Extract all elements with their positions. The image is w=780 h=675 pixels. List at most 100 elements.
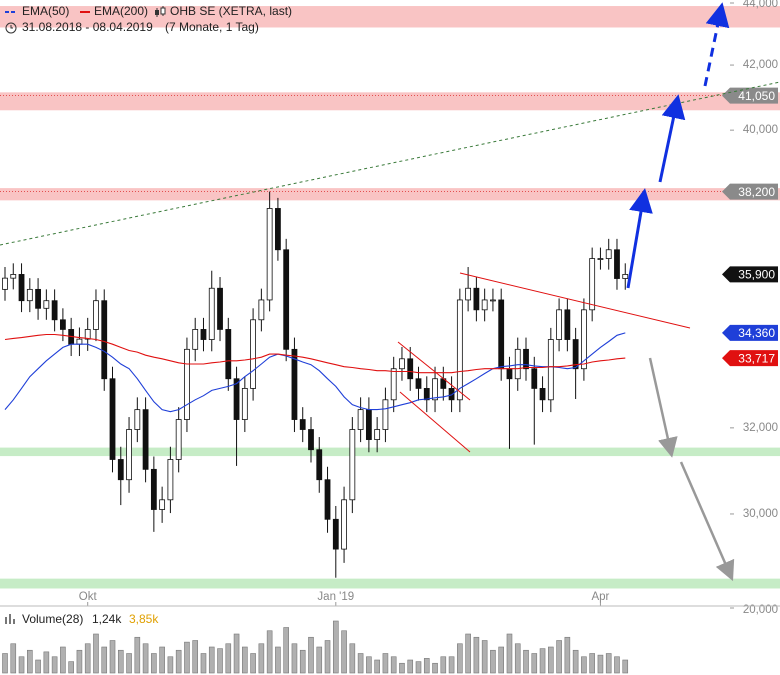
- volume-average: 1,24k: [92, 612, 122, 626]
- volume-tick-label: 20,000: [743, 604, 778, 616]
- candle-body: [101, 300, 108, 380]
- volume-bar: [283, 627, 289, 674]
- volume-bar: [481, 640, 488, 674]
- candle-body: [84, 329, 91, 340]
- candle-body: [390, 368, 397, 401]
- y-tick-label: 32,000: [743, 422, 778, 434]
- volume-bar: [440, 656, 447, 674]
- x-tick-label: Jan '19: [317, 591, 354, 603]
- volume-bar: [548, 646, 554, 674]
- candle-body: [490, 299, 496, 302]
- volume-bar: [200, 653, 207, 674]
- volume-bar: [184, 641, 190, 674]
- marks-layer: 20,000: [0, 87, 778, 674]
- volume-bar: [175, 649, 182, 674]
- volume-bar: [349, 643, 356, 674]
- volume-bar: [465, 633, 471, 674]
- volume-bar: [622, 659, 629, 674]
- volume-bar: [275, 646, 281, 674]
- background-layer: 44,000 42,000 40,000 32,000 30,000 Okt Jan '19…: [0, 0, 780, 606]
- candle-body: [76, 338, 83, 345]
- date-range: 31.08.2018 - 08.04.2019: [22, 20, 153, 34]
- legend-label: EMA(50): [22, 4, 69, 18]
- volume-bar: [51, 656, 58, 674]
- candle-body: [109, 378, 116, 460]
- candle-body: [192, 329, 199, 350]
- candle-body: [150, 468, 157, 510]
- volume-bar: [308, 636, 314, 674]
- volume-bar: [498, 646, 505, 674]
- volume-bar: [84, 643, 91, 674]
- volume-bar: [225, 643, 232, 674]
- candle-body: [589, 258, 596, 311]
- candle-body: [2, 277, 8, 290]
- volume-bar: [457, 643, 463, 674]
- candle-body: [506, 368, 513, 380]
- candle-body: [134, 409, 141, 430]
- volume-icon: [9, 614, 11, 624]
- volume-bar: [217, 648, 223, 674]
- volume-bar: [514, 643, 521, 674]
- volume-bar: [43, 651, 50, 674]
- volume-bar: [35, 659, 41, 674]
- clock-icon: [10, 25, 13, 29]
- volume-bar: [490, 649, 496, 674]
- volume-title: Volume(28): [22, 612, 83, 626]
- volume-bar: [390, 656, 397, 674]
- volume-bar: [539, 648, 546, 674]
- volume-bar: [258, 643, 265, 674]
- candle-body: [126, 429, 132, 481]
- ema-line: [4, 332, 626, 413]
- volume-bar: [93, 633, 99, 674]
- price-label-box: [722, 350, 778, 367]
- volume-last: 3,85k: [129, 612, 159, 626]
- volume-bar: [76, 649, 83, 674]
- candle-body: [539, 388, 546, 401]
- candle-body: [258, 299, 265, 321]
- candle-body: [200, 329, 207, 340]
- price-label: 41,050: [738, 89, 775, 103]
- candle-body: [456, 299, 463, 401]
- volume-bar: [423, 658, 430, 674]
- arrow: [648, 357, 678, 458]
- candle-body: [374, 429, 381, 440]
- candle-body: [316, 449, 323, 481]
- price-label-box: [722, 266, 778, 283]
- candle-body: [10, 274, 17, 279]
- ema-line: [4, 333, 626, 374]
- volume-icon: [5, 617, 7, 624]
- candle-body: [167, 459, 174, 501]
- volume-legend: Volume(28) 1,24k 3,85k: [5, 612, 159, 626]
- candle-body: [117, 459, 124, 481]
- candle-body: [581, 309, 587, 370]
- candle-body: [622, 274, 629, 279]
- candle-body: [159, 499, 166, 510]
- volume-bar: [572, 649, 579, 674]
- volume-bar: [2, 653, 8, 674]
- volume-bar: [233, 633, 240, 674]
- zone: [0, 6, 780, 28]
- candle-body: [349, 429, 356, 501]
- price-label-box: [722, 324, 778, 341]
- volume-bar: [134, 636, 141, 674]
- volume-bar: [142, 643, 149, 674]
- candle-body: [572, 339, 579, 370]
- candle-body: [225, 329, 232, 380]
- arrow: [658, 94, 686, 183]
- candle-body: [605, 249, 612, 259]
- zone: [0, 188, 780, 201]
- candle-body: [291, 348, 298, 420]
- price-label-box: [722, 183, 778, 200]
- volume-bar: [506, 633, 513, 674]
- arrow: [703, 2, 730, 87]
- candle-body: [233, 378, 240, 420]
- chart-title: OHB SE (XETRA, last): [170, 4, 292, 18]
- trend-line: [399, 391, 471, 453]
- price-label: 35,900: [738, 268, 775, 282]
- candle-body: [208, 287, 215, 340]
- candle-body: [564, 309, 571, 340]
- candle-body: [357, 409, 364, 430]
- volume-icon: [13, 619, 15, 624]
- price-label: 34,360: [738, 326, 775, 340]
